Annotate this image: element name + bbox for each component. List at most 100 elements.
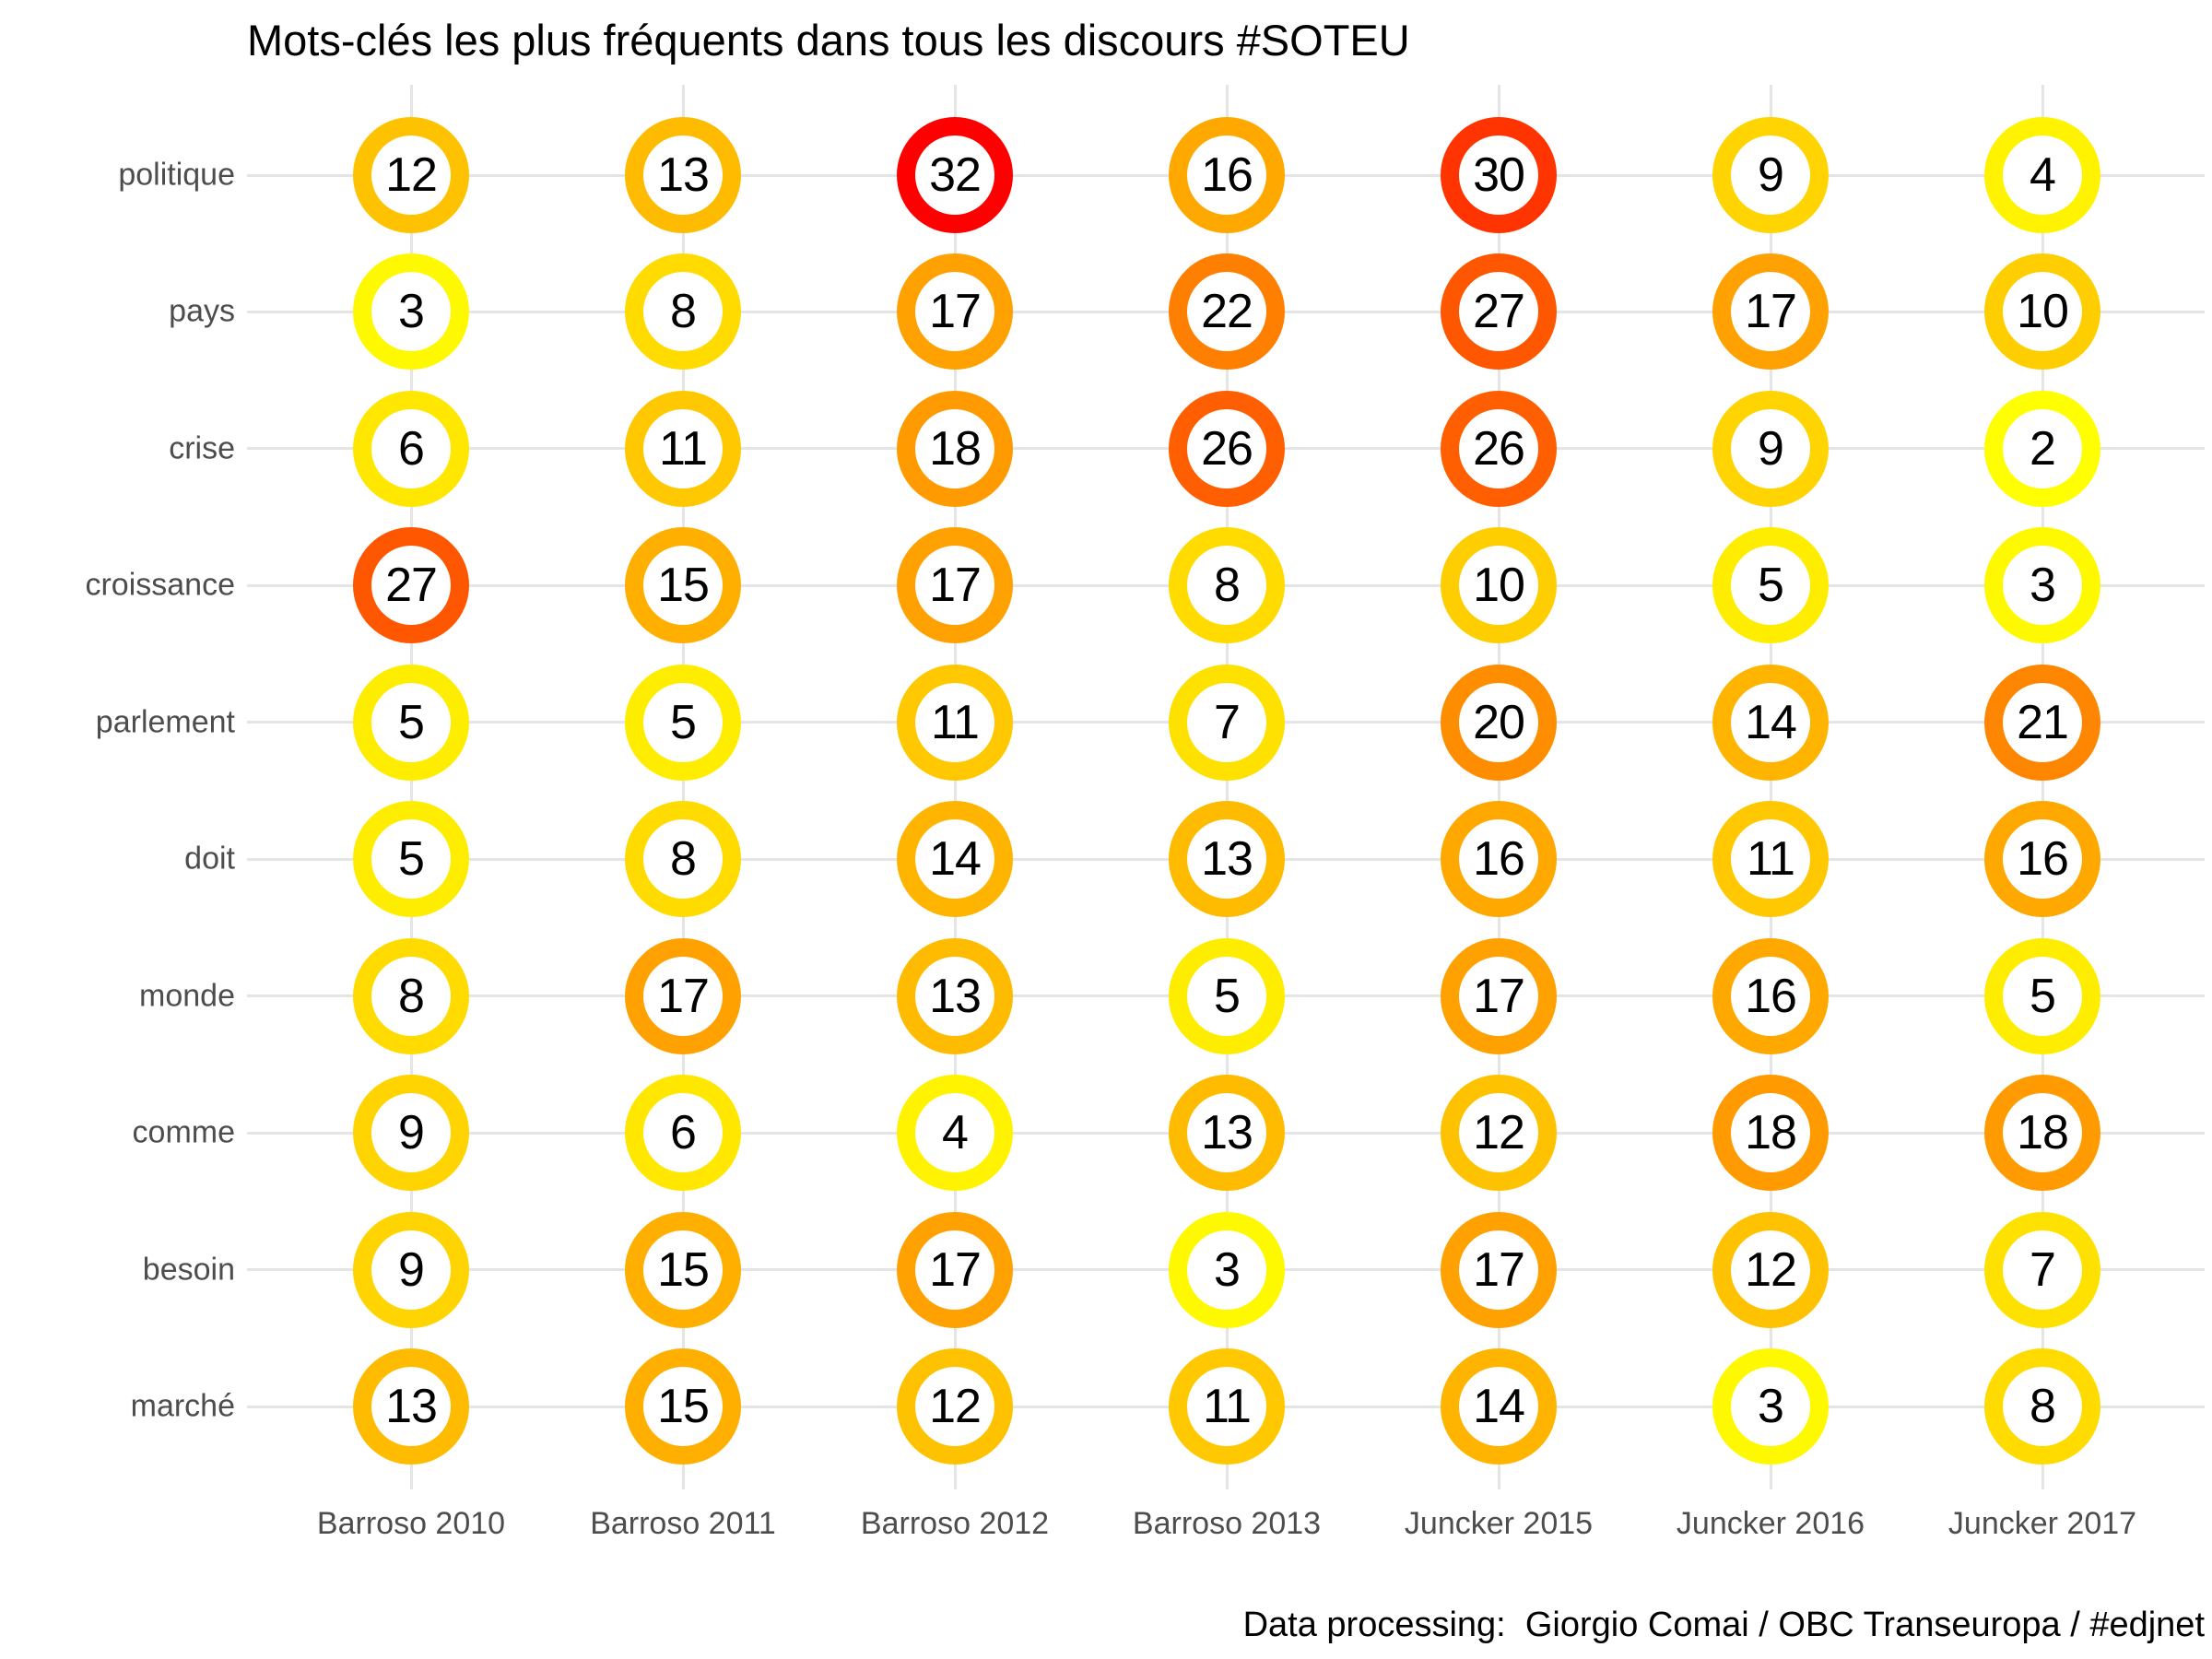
- data-point-value: 14: [1745, 695, 1797, 749]
- data-point-value: 5: [1758, 559, 1784, 613]
- data-point-value: 26: [1201, 421, 1253, 476]
- data-point-value: 15: [657, 559, 710, 613]
- data-point: 30: [1441, 117, 1557, 233]
- data-point-value: 11: [1747, 832, 1795, 887]
- data-point: 5: [625, 664, 741, 781]
- data-point-value: 9: [398, 1242, 425, 1297]
- gridline-vertical: [681, 85, 685, 1489]
- data-point-value: 20: [1473, 695, 1525, 749]
- data-point-value: 17: [657, 969, 710, 1023]
- data-point-value: 16: [2017, 832, 2069, 887]
- data-point: 16: [1169, 117, 1285, 233]
- data-point: 16: [1712, 937, 1829, 1054]
- data-point: 8: [353, 937, 469, 1054]
- data-point: 7: [1169, 664, 1285, 781]
- x-axis-label: Juncker 2015: [1404, 1506, 1594, 1541]
- data-point-value: 27: [385, 559, 438, 613]
- data-point-value: 12: [385, 148, 438, 202]
- data-point: 5: [1984, 937, 2100, 1054]
- data-point-value: 13: [1201, 832, 1253, 887]
- data-point-value: 18: [1745, 1106, 1797, 1160]
- data-point-value: 12: [1745, 1242, 1797, 1297]
- data-point-value: 14: [929, 832, 982, 887]
- data-point-value: 9: [1758, 148, 1784, 202]
- data-point-value: 11: [659, 421, 708, 476]
- data-point: 16: [1441, 801, 1557, 918]
- data-point-value: 3: [398, 285, 425, 339]
- y-axis-label: croissance: [85, 567, 235, 603]
- data-point-value: 10: [2017, 285, 2069, 339]
- data-point-value: 18: [2017, 1106, 2069, 1160]
- data-point-value: 16: [1201, 148, 1253, 202]
- x-axis-label: Barroso 2012: [860, 1506, 1050, 1541]
- data-point-value: 8: [670, 285, 697, 339]
- data-point: 2: [1984, 390, 2100, 507]
- y-axis-label: crise: [169, 430, 235, 466]
- data-point-value: 5: [670, 695, 697, 749]
- data-point-value: 17: [1473, 969, 1525, 1023]
- gridline-vertical: [1225, 85, 1229, 1489]
- data-point-value: 5: [1214, 969, 1241, 1023]
- data-point: 15: [625, 1211, 741, 1328]
- data-point-value: 17: [1473, 1242, 1525, 1297]
- data-point: 15: [625, 527, 741, 644]
- data-point-value: 26: [1473, 421, 1525, 476]
- data-point: 6: [625, 1075, 741, 1192]
- data-point: 3: [1984, 527, 2100, 644]
- data-point: 9: [1712, 117, 1829, 233]
- data-point-value: 8: [398, 969, 425, 1023]
- data-point-value: 16: [1473, 832, 1525, 887]
- data-point: 8: [625, 801, 741, 918]
- gridline-vertical: [409, 85, 413, 1489]
- data-point: 13: [1169, 801, 1285, 918]
- y-axis-label: doit: [184, 841, 235, 877]
- data-point-value: 22: [1201, 285, 1253, 339]
- data-point: 26: [1441, 390, 1557, 507]
- data-point: 16: [1984, 801, 2100, 918]
- data-point: 17: [625, 937, 741, 1054]
- data-point: 11: [897, 664, 1013, 781]
- attribution: Data processing: Giorgio Comai / OBC Tra…: [1242, 1606, 2205, 1644]
- data-point-value: 13: [1201, 1106, 1253, 1160]
- y-axis-label: pays: [169, 293, 235, 329]
- data-point: 18: [1984, 1075, 2100, 1192]
- x-axis-label: Juncker 2016: [1676, 1506, 1865, 1541]
- data-point: 3: [353, 253, 469, 371]
- data-point-value: 9: [1758, 421, 1784, 476]
- x-axis-label: Barroso 2010: [316, 1506, 506, 1541]
- gridline-vertical: [1769, 85, 1772, 1489]
- data-point-value: 5: [398, 832, 425, 887]
- data-point: 17: [1712, 253, 1829, 371]
- data-point: 13: [625, 117, 741, 233]
- data-point-value: 17: [929, 1242, 982, 1297]
- data-point: 5: [353, 801, 469, 918]
- y-axis-label: parlement: [95, 704, 235, 740]
- data-point-value: 12: [1473, 1106, 1525, 1160]
- chart-title: Mots-clés les plus fréquents dans tous l…: [247, 16, 1410, 65]
- data-point: 18: [1712, 1075, 1829, 1192]
- data-point-value: 3: [1214, 1242, 1241, 1297]
- data-point: 4: [1984, 117, 2100, 233]
- data-point: 27: [1441, 253, 1557, 371]
- data-point: 11: [1169, 1348, 1285, 1465]
- data-point-value: 7: [2030, 1242, 2056, 1297]
- data-point: 7: [1984, 1211, 2100, 1328]
- data-point: 14: [897, 801, 1013, 918]
- data-point-value: 6: [670, 1106, 697, 1160]
- data-point-value: 16: [1745, 969, 1797, 1023]
- y-axis-label: comme: [132, 1114, 235, 1150]
- data-point: 17: [1441, 1211, 1557, 1328]
- data-point-value: 5: [2030, 969, 2056, 1023]
- data-point: 12: [897, 1348, 1013, 1465]
- data-point: 14: [1712, 664, 1829, 781]
- data-point: 17: [897, 253, 1013, 371]
- data-point: 26: [1169, 390, 1285, 507]
- data-point-value: 8: [2030, 1380, 2056, 1433]
- x-axis-label: Barroso 2011: [590, 1506, 776, 1541]
- data-point: 9: [1712, 390, 1829, 507]
- data-point: 8: [625, 253, 741, 371]
- data-point-value: 8: [670, 832, 697, 887]
- data-point-value: 17: [929, 285, 982, 339]
- data-point: 12: [353, 117, 469, 233]
